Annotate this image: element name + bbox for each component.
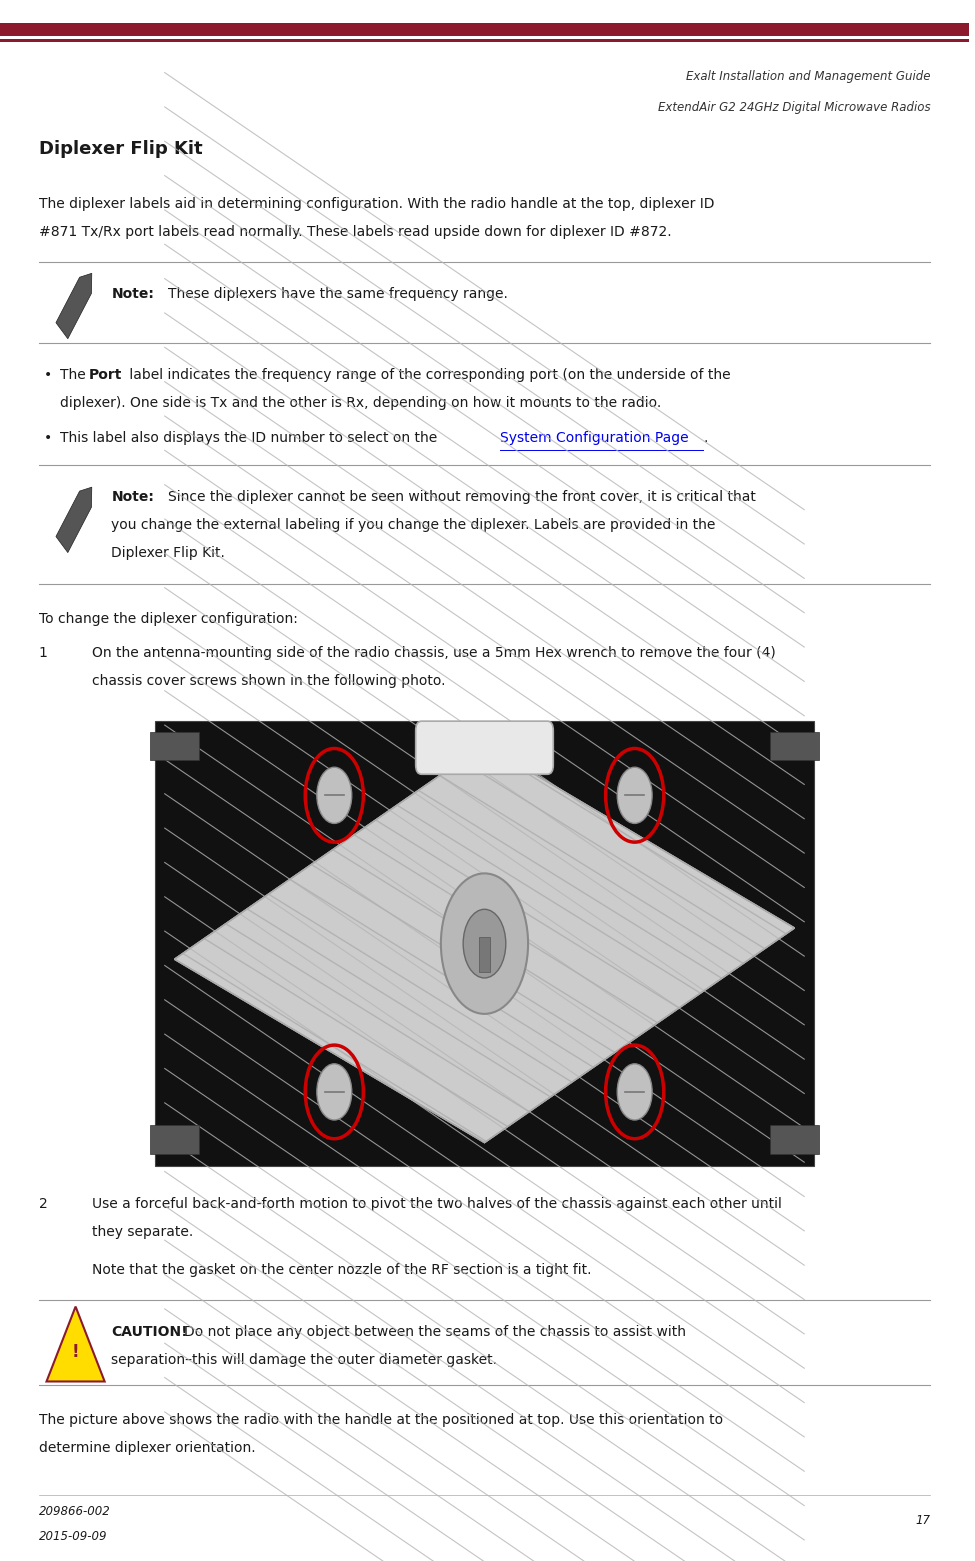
Text: determine diplexer orientation.: determine diplexer orientation. <box>39 1441 255 1455</box>
Text: This label also displays the ID number to select on the: This label also displays the ID number t… <box>60 431 442 445</box>
Circle shape <box>617 1065 652 1121</box>
Text: diplexer). One side is Tx and the other is Rx, depending on how it mounts to the: diplexer). One side is Tx and the other … <box>60 396 661 411</box>
Polygon shape <box>175 745 795 1143</box>
Text: On the antenna-mounting side of the radio chassis, use a 5mm Hex wrench to remov: On the antenna-mounting side of the radi… <box>92 646 776 660</box>
Bar <box>0 39 969 42</box>
Circle shape <box>317 1065 352 1121</box>
Text: CAUTION!: CAUTION! <box>111 1325 188 1339</box>
Text: The picture above shows the radio with the handle at the positioned at top. Use : The picture above shows the radio with t… <box>39 1413 722 1427</box>
Text: Diplexer Flip Kit: Diplexer Flip Kit <box>39 140 203 159</box>
Bar <box>0 23 969 36</box>
Text: •: • <box>44 368 52 382</box>
Text: System Configuration Page: System Configuration Page <box>500 431 688 445</box>
Circle shape <box>317 768 352 824</box>
FancyBboxPatch shape <box>415 721 553 774</box>
Text: Diplexer Flip Kit.: Diplexer Flip Kit. <box>111 546 225 560</box>
Bar <box>155 721 814 1166</box>
Text: The: The <box>60 368 91 382</box>
Text: Do not place any object between the seams of the chassis to assist with: Do not place any object between the seam… <box>184 1325 686 1339</box>
Text: ExtendAir G2 24GHz Digital Microwave Radios: ExtendAir G2 24GHz Digital Microwave Rad… <box>657 101 930 114</box>
Text: .: . <box>704 431 708 445</box>
Bar <box>770 1125 819 1154</box>
Text: you change the external labeling if you change the diplexer. Labels are provided: you change the external labeling if you … <box>111 518 716 532</box>
Text: Use a forceful back-and-forth motion to pivot the two halves of the chassis agai: Use a forceful back-and-forth motion to … <box>92 1197 782 1211</box>
Text: Note that the gasket on the center nozzle of the RF section is a tight fit.: Note that the gasket on the center nozzl… <box>92 1263 592 1277</box>
Circle shape <box>617 768 652 824</box>
Text: 2015-09-09: 2015-09-09 <box>39 1530 107 1542</box>
Polygon shape <box>47 1307 104 1381</box>
Text: 17: 17 <box>916 1514 930 1527</box>
Text: Exalt Installation and Management Guide: Exalt Installation and Management Guide <box>685 70 930 83</box>
Text: To change the diplexer configuration:: To change the diplexer configuration: <box>39 612 297 626</box>
Polygon shape <box>56 273 92 339</box>
Text: Note:: Note: <box>111 490 154 504</box>
Text: chassis cover screws shown in the following photo.: chassis cover screws shown in the follow… <box>92 674 446 688</box>
Text: Since the diplexer cannot be seen without removing the front cover, it is critic: Since the diplexer cannot be seen withou… <box>168 490 756 504</box>
Text: they separate.: they separate. <box>92 1225 193 1239</box>
Text: label indicates the frequency range of the corresponding port (on the underside : label indicates the frequency range of t… <box>125 368 730 382</box>
Text: !: ! <box>72 1342 79 1361</box>
Bar <box>479 938 490 973</box>
Text: Port: Port <box>89 368 123 382</box>
Text: The diplexer labels aid in determining configuration. With the radio handle at t: The diplexer labels aid in determining c… <box>39 197 715 211</box>
Text: 2: 2 <box>39 1197 48 1211</box>
Polygon shape <box>175 745 795 1143</box>
Text: These diplexers have the same frequency range.: These diplexers have the same frequency … <box>168 287 508 301</box>
Text: #871 Tx/Rx port labels read normally. These labels read upside down for diplexer: #871 Tx/Rx port labels read normally. Th… <box>39 225 672 239</box>
Text: 209866-002: 209866-002 <box>39 1505 110 1517</box>
Text: •: • <box>44 431 52 445</box>
Text: separation–this will damage the outer diameter gasket.: separation–this will damage the outer di… <box>111 1353 497 1367</box>
Circle shape <box>463 910 506 979</box>
Polygon shape <box>56 487 92 553</box>
Bar <box>150 1125 199 1154</box>
Text: 1: 1 <box>39 646 48 660</box>
Bar <box>770 732 819 760</box>
Bar <box>150 732 199 760</box>
Circle shape <box>441 874 528 1015</box>
Text: Note:: Note: <box>111 287 154 301</box>
